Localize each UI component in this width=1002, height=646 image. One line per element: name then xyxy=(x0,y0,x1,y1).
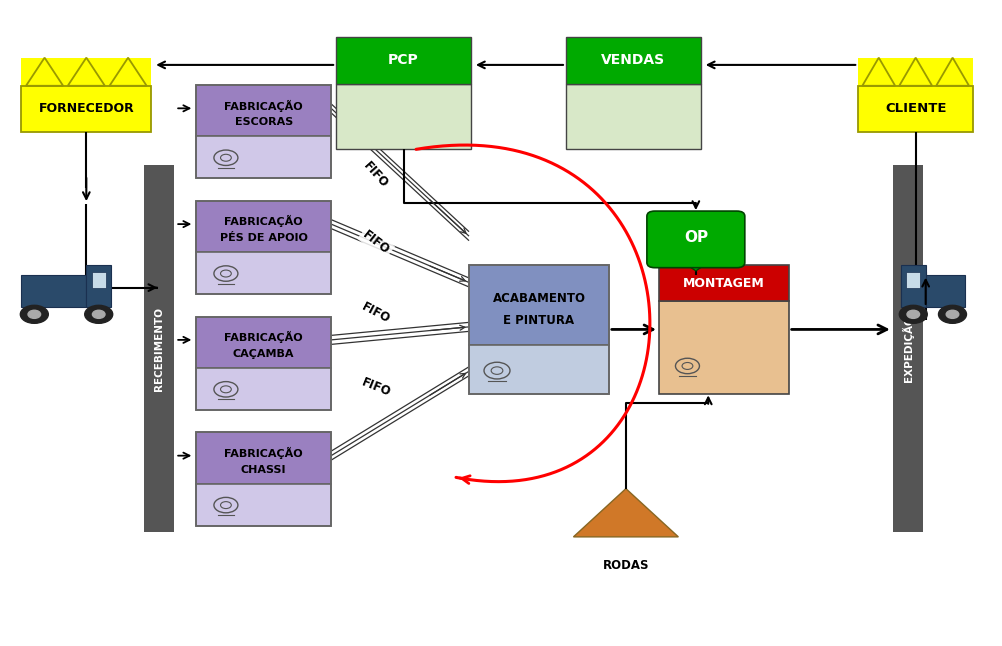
Polygon shape xyxy=(109,57,146,86)
Bar xyxy=(196,484,331,526)
Bar xyxy=(336,84,471,149)
Circle shape xyxy=(939,306,967,323)
Bar xyxy=(21,57,151,86)
Text: FIFO: FIFO xyxy=(360,300,393,326)
Bar xyxy=(659,265,789,301)
Text: FABRICAÇÃO: FABRICAÇÃO xyxy=(224,99,303,112)
Text: E PINTURA: E PINTURA xyxy=(503,314,574,327)
Bar xyxy=(196,432,331,526)
Text: FABRICAÇÃO: FABRICAÇÃO xyxy=(224,447,303,459)
Text: RECEBIMENTO: RECEBIMENTO xyxy=(154,307,164,391)
Bar xyxy=(901,275,966,307)
Bar xyxy=(566,37,700,84)
Bar xyxy=(196,317,331,368)
Bar xyxy=(144,165,174,532)
Circle shape xyxy=(907,310,920,318)
Text: MONTAGEM: MONTAGEM xyxy=(683,276,765,289)
Bar xyxy=(893,165,923,532)
Circle shape xyxy=(20,306,48,323)
Text: EXPEDIÇÃO: EXPEDIÇÃO xyxy=(902,315,914,382)
Circle shape xyxy=(899,306,927,323)
Bar xyxy=(196,85,331,136)
Polygon shape xyxy=(683,262,708,271)
Bar xyxy=(91,272,105,287)
Text: CLIENTE: CLIENTE xyxy=(885,102,947,115)
Bar xyxy=(659,301,789,394)
Polygon shape xyxy=(26,57,63,86)
Text: ESCORAS: ESCORAS xyxy=(234,118,293,127)
Bar xyxy=(21,275,86,307)
Bar xyxy=(859,86,973,132)
Bar xyxy=(196,201,331,294)
Bar xyxy=(196,85,331,178)
Bar xyxy=(566,84,700,149)
FancyBboxPatch shape xyxy=(647,211,744,267)
Text: FIFO: FIFO xyxy=(361,160,391,191)
Text: CAÇAMBA: CAÇAMBA xyxy=(232,349,295,359)
Bar xyxy=(469,265,609,394)
Text: FABRICAÇÃO: FABRICAÇÃO xyxy=(224,331,303,343)
Bar xyxy=(901,265,926,307)
Polygon shape xyxy=(68,57,105,86)
Bar xyxy=(196,317,331,410)
Bar xyxy=(196,252,331,294)
Circle shape xyxy=(92,310,105,318)
Text: ACABAMENTO: ACABAMENTO xyxy=(492,292,585,305)
Circle shape xyxy=(946,310,959,318)
Text: FABRICAÇÃO: FABRICAÇÃO xyxy=(224,215,303,227)
Circle shape xyxy=(85,306,112,323)
Bar xyxy=(86,265,111,307)
Bar xyxy=(859,57,973,86)
Polygon shape xyxy=(899,57,932,86)
Bar xyxy=(196,201,331,252)
Text: PÉS DE APOIO: PÉS DE APOIO xyxy=(219,233,308,243)
Bar xyxy=(906,272,920,287)
Text: PCP: PCP xyxy=(388,54,419,67)
Polygon shape xyxy=(936,57,969,86)
Text: FORNECEDOR: FORNECEDOR xyxy=(38,102,134,115)
Bar xyxy=(196,136,331,178)
Text: VENDAS: VENDAS xyxy=(601,54,665,67)
Polygon shape xyxy=(573,488,678,537)
Bar xyxy=(196,368,331,410)
Bar xyxy=(469,265,609,345)
Bar xyxy=(196,432,331,484)
Text: FIFO: FIFO xyxy=(360,375,393,399)
Text: CHASSI: CHASSI xyxy=(240,464,287,475)
Polygon shape xyxy=(863,57,895,86)
Text: OP: OP xyxy=(683,229,707,245)
Text: RODAS: RODAS xyxy=(602,559,649,572)
Bar xyxy=(21,86,151,132)
Bar xyxy=(469,345,609,394)
Circle shape xyxy=(28,310,41,318)
Text: FIFO: FIFO xyxy=(360,228,392,257)
Bar xyxy=(336,37,471,84)
